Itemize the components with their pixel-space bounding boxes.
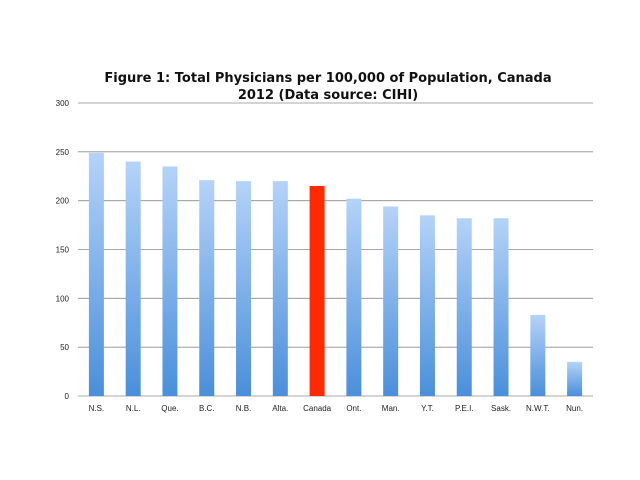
chart-title: Figure 1: Total Physicians per 100,000 o… [60, 70, 596, 104]
y-tick-label: 300 [56, 99, 70, 108]
y-tick-label: 50 [60, 343, 69, 352]
x-tick-label: B.C. [199, 404, 215, 413]
y-tick-label: 200 [56, 197, 70, 206]
x-tick-label: N.W.T. [526, 404, 550, 413]
bar-b-c [199, 180, 215, 396]
x-tick-label: P.E.I. [455, 404, 474, 413]
x-axis-tick-labels: N.S. N.L. Que. B.C. N.B. Alta. Canada Ont. Man. Y… [89, 404, 583, 413]
bar-canada [309, 186, 325, 396]
bar-alta [272, 181, 288, 396]
bar-que [162, 166, 178, 396]
y-tick-label: 150 [56, 246, 70, 255]
bar-y-t [419, 215, 435, 396]
x-tick-label: Man. [382, 404, 400, 413]
gridlines [78, 102, 593, 397]
x-tick-label: N.S. [89, 404, 105, 413]
chart-title-line-2: 2012 (Data source: CIHI) [237, 88, 419, 103]
chart-title-line-1: Figure 1: Total Physicians per 100,000 o… [104, 71, 552, 86]
bar-nun [567, 361, 583, 396]
x-tick-label: Sask. [491, 404, 511, 413]
x-tick-label: Ont. [346, 404, 361, 413]
bar-n-l [125, 161, 141, 396]
x-tick-label: Alta. [272, 404, 288, 413]
bar-sask [493, 218, 509, 396]
y-tick-label: 250 [56, 148, 70, 157]
x-tick-label: N.B. [236, 404, 252, 413]
x-tick-label: Y.T. [421, 404, 434, 413]
bar-n-s [88, 152, 104, 396]
x-tick-label: Nun. [566, 404, 583, 413]
x-tick-label: Canada [303, 404, 332, 413]
x-tick-label: Que. [161, 404, 178, 413]
bars [88, 152, 583, 396]
y-tick-label: 100 [56, 294, 70, 303]
x-tick-label: N.L. [126, 404, 141, 413]
bar-man [383, 206, 399, 396]
bar-n-w-t [530, 314, 546, 396]
y-axis-tick-labels: 0 50 100 150 200 250 300 [56, 99, 70, 401]
bar-n-b [236, 181, 252, 396]
y-tick-label: 0 [65, 392, 70, 401]
bar-ont [346, 198, 362, 396]
bar-p-e-i [456, 218, 472, 396]
